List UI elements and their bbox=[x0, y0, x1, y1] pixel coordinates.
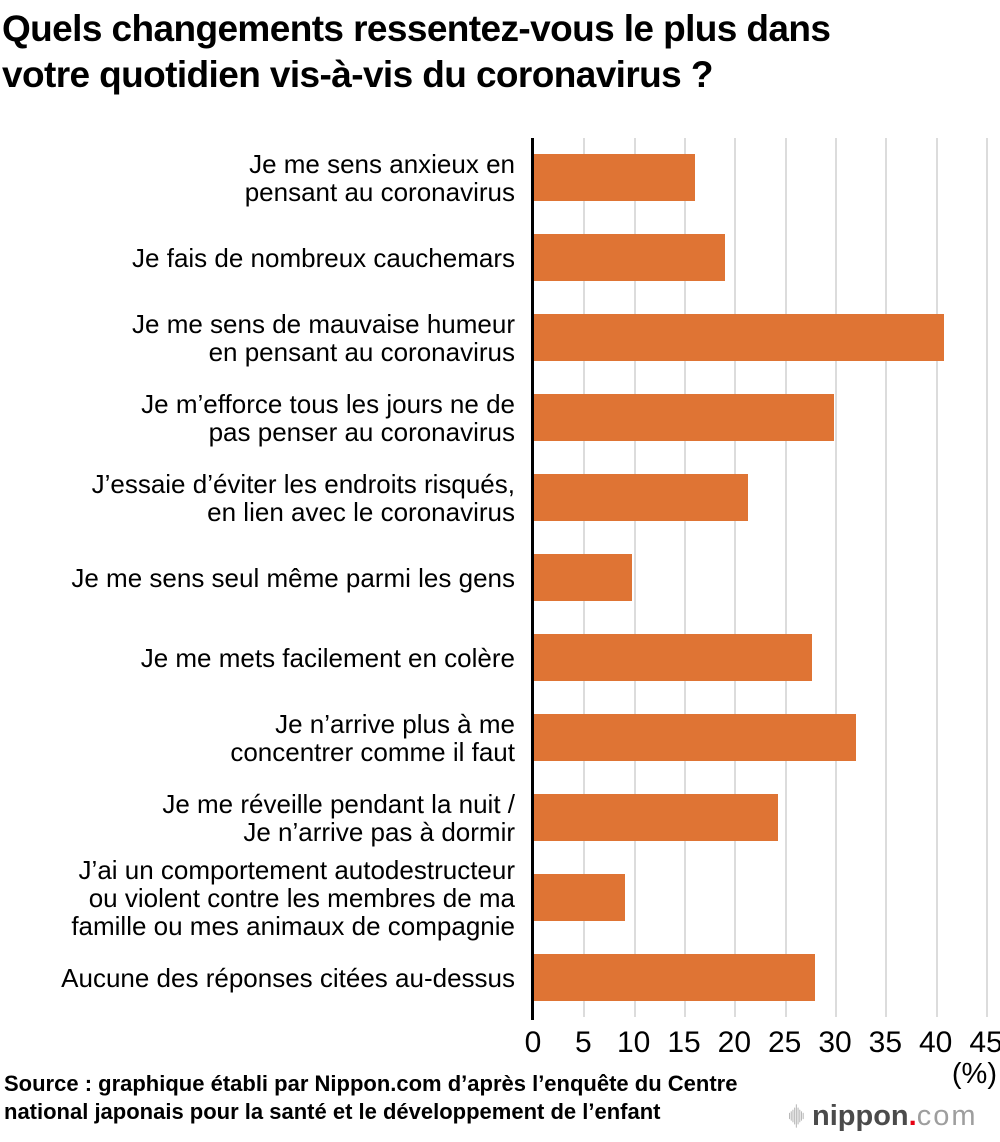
gridline bbox=[835, 138, 837, 1017]
bar bbox=[534, 714, 857, 761]
category-label: Je fais de nombreux cauchemars bbox=[0, 244, 515, 272]
category-label: Aucune des réponses citées au-dessus bbox=[0, 964, 515, 992]
x-tick-label: 15 bbox=[667, 1026, 701, 1059]
x-axis-unit-label: (%) bbox=[951, 1058, 997, 1090]
category-labels: Je me sens anxieux en pensant au coronavi… bbox=[0, 138, 515, 1020]
gridline bbox=[784, 138, 787, 1017]
gridline bbox=[885, 138, 888, 1017]
category-label-line: Je m’efforce tous les jours ne de bbox=[141, 388, 515, 419]
x-tick-label: 20 bbox=[717, 1026, 752, 1059]
gridline bbox=[633, 138, 636, 1017]
bar bbox=[534, 154, 696, 201]
source-note: Source : graphique établi par Nippon.com… bbox=[4, 1070, 737, 1126]
gridline bbox=[986, 138, 988, 1017]
gridline bbox=[734, 138, 737, 1017]
bar-chart: Je me sens anxieux en pensant au coronavi… bbox=[0, 138, 1000, 1108]
gridline bbox=[935, 138, 938, 1017]
bar bbox=[534, 554, 632, 601]
title-line-1: Quels changements ressentez-vous le plus… bbox=[2, 8, 831, 49]
bar bbox=[534, 314, 944, 361]
bar bbox=[534, 394, 834, 441]
source-line-2: national japonais pour la santé et le dé… bbox=[4, 1099, 661, 1124]
category-label-line: ou violent contre les membres de ma bbox=[88, 882, 515, 913]
x-tick-label: 30 bbox=[818, 1026, 852, 1059]
bar bbox=[534, 234, 726, 281]
category-label: Je me sens anxieux en pensant au coronavi… bbox=[0, 150, 515, 206]
bar bbox=[534, 634, 812, 681]
x-tick-label: 40 bbox=[918, 1026, 953, 1059]
category-label: Je me sens de mauvaise humeur en pensant … bbox=[0, 310, 515, 366]
category-label-line: pensant au coronavirus bbox=[244, 176, 515, 207]
category-label-line: J’ai un comportement autodestructeur bbox=[78, 854, 515, 885]
logo-dot: . bbox=[908, 1099, 917, 1132]
category-label: Je m’efforce tous les jours ne de pas pen… bbox=[0, 390, 515, 446]
x-tick-label: 25 bbox=[767, 1026, 802, 1059]
x-tick-label: 45 bbox=[969, 1026, 1000, 1059]
page-title: Quels changements ressentez-vous le plus… bbox=[2, 6, 831, 98]
category-label-line: en pensant au coronavirus bbox=[208, 336, 515, 367]
logo-tld-text: com bbox=[916, 1099, 978, 1132]
bar bbox=[534, 954, 815, 1001]
plot-area: 0 5 10 15 20 25 30 35 40 45 bbox=[525, 138, 1000, 1059]
category-label-line: Je me mets facilement en colère bbox=[140, 642, 515, 673]
category-label-line: Aucune des réponses citées au-dessus bbox=[61, 962, 515, 993]
logo-brand-text: nippon bbox=[812, 1099, 909, 1132]
category-label-line: concentrer comme il faut bbox=[230, 736, 515, 767]
x-tick-label: 35 bbox=[868, 1026, 903, 1059]
x-tick-label: 10 bbox=[616, 1026, 651, 1059]
category-label-line: Je me sens seul même parmi les gens bbox=[71, 562, 515, 593]
bar bbox=[534, 874, 625, 921]
category-label-line: Je me réveille pendant la nuit / bbox=[162, 788, 515, 819]
x-tick-label: 0 bbox=[524, 1026, 542, 1059]
category-label-line: Je me sens anxieux en bbox=[249, 148, 515, 179]
category-label: Je me mets facilement en colère bbox=[0, 644, 515, 672]
category-label: J’essaie d’éviter les endroits risqués, e… bbox=[0, 470, 515, 526]
gridline bbox=[684, 138, 686, 1017]
soundwave-icon bbox=[789, 1104, 804, 1128]
category-label-line: J’essaie d’éviter les endroits risqués, bbox=[91, 468, 515, 499]
bar bbox=[534, 474, 749, 521]
category-label-line: famille ou mes animaux de compagnie bbox=[71, 910, 515, 941]
category-label-line: pas penser au coronavirus bbox=[208, 416, 515, 447]
category-label-line: Je n’arrive pas à dormir bbox=[243, 816, 515, 847]
nippon-logo: nippon. com bbox=[789, 1096, 978, 1136]
title-line-2: votre quotidien vis-à-vis du coronavirus… bbox=[2, 54, 713, 95]
category-label: Je me réveille pendant la nuit / Je n’arr… bbox=[0, 790, 515, 846]
x-tick-label: 5 bbox=[574, 1026, 592, 1059]
category-label: Je me sens seul même parmi les gens bbox=[0, 564, 515, 592]
category-label: Je n’arrive plus à me concentrer comme il… bbox=[0, 710, 515, 766]
source-line-1: Source : graphique établi par Nippon.com… bbox=[4, 1071, 738, 1096]
category-label-line: Je n’arrive plus à me bbox=[275, 708, 515, 739]
category-label: J’ai un comportement autodestructeur ou v… bbox=[0, 856, 515, 940]
category-label-line: Je fais de nombreux cauchemars bbox=[132, 242, 515, 273]
bar bbox=[534, 794, 778, 841]
category-label-line: Je me sens de mauvaise humeur bbox=[132, 308, 515, 339]
category-label-line: en lien avec le coronavirus bbox=[207, 496, 515, 527]
